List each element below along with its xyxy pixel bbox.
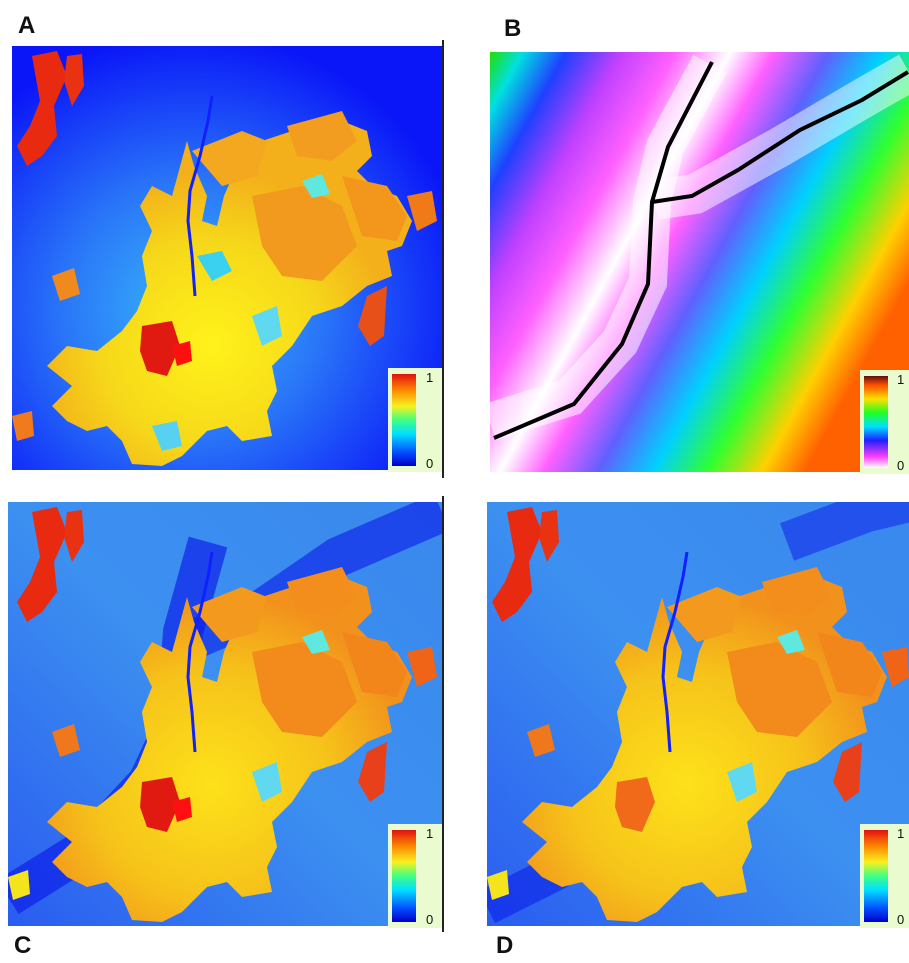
map-panel-b: [490, 52, 909, 472]
panel-label-b: B: [504, 15, 522, 42]
colorbar-d: [860, 824, 909, 928]
road-line-main: [493, 61, 714, 440]
map-panel-a: [12, 46, 442, 470]
colorbar-c: [388, 824, 442, 928]
colorbar-a-max: 1: [426, 370, 434, 385]
colorbar-a: [388, 368, 442, 472]
colorbar-c-min: 0: [426, 912, 434, 927]
colorbar-d-min: 0: [897, 912, 905, 927]
map-panel-d: [487, 502, 909, 926]
road-line-branch: [651, 70, 909, 204]
colorbar-b-min: 0: [897, 458, 905, 473]
panel-label-d: D: [496, 932, 514, 959]
panel-label-c: C: [14, 932, 32, 959]
divider-line-top: [442, 40, 444, 478]
colorbar-c-max: 1: [426, 826, 434, 841]
colorbar-b: [860, 370, 909, 474]
colorbar-a-min: 0: [426, 456, 434, 471]
colorbar-b-max: 1: [897, 372, 905, 387]
map-panel-c: [8, 502, 442, 926]
panel-label-a: A: [18, 12, 36, 39]
colorbar-d-max: 1: [897, 826, 905, 841]
divider-line-bottom: [442, 496, 444, 932]
